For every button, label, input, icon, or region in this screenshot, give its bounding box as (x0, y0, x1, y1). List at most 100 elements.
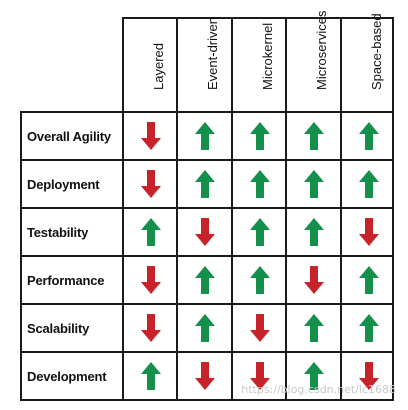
arrow-down-shape (359, 218, 379, 246)
arrow-up-shape (359, 314, 379, 342)
column-divider (231, 17, 233, 401)
column-divider (122, 17, 124, 401)
column-divider (285, 17, 287, 401)
arrow-up-icon (195, 314, 215, 342)
arrow-up-shape (195, 314, 215, 342)
arrow-down-shape (250, 314, 270, 342)
arrow-up-icon (250, 266, 270, 294)
arrow-up-shape (304, 362, 324, 390)
arrow-up-shape (195, 170, 215, 198)
rating-cell (123, 304, 179, 352)
rating-cell (232, 256, 288, 304)
column-header-label: Layered (151, 43, 166, 90)
rating-cell (123, 352, 179, 400)
arrow-up-icon (359, 170, 379, 198)
arrow-up-icon (304, 218, 324, 246)
arrow-up-shape (304, 122, 324, 150)
rating-cell (123, 208, 179, 256)
rating-cell (341, 304, 397, 352)
arrow-down-shape (250, 362, 270, 390)
column-header-microkernel: Microkernel (232, 17, 288, 113)
arrow-down-icon (141, 170, 161, 198)
rating-cell (341, 352, 397, 400)
row-divider (20, 351, 394, 353)
row-label-testability: Testability (27, 224, 89, 240)
arrow-down-shape (141, 314, 161, 342)
rating-cell (286, 208, 342, 256)
rating-cell (177, 208, 233, 256)
arrow-up-shape (195, 266, 215, 294)
rating-cell (177, 352, 233, 400)
column-header-label: Space-based (369, 13, 384, 90)
arrow-up-shape (304, 170, 324, 198)
rating-cell (123, 160, 179, 208)
arrow-up-shape (250, 122, 270, 150)
arrow-up-icon (250, 170, 270, 198)
rating-cell (177, 160, 233, 208)
arrow-up-shape (141, 362, 161, 390)
column-header-event-driven: Event-driven (177, 17, 233, 113)
rating-cell (286, 160, 342, 208)
column-divider (340, 17, 342, 401)
arrow-up-icon (250, 122, 270, 150)
row-label-scalability: Scalability (27, 320, 90, 336)
arrow-up-shape (250, 170, 270, 198)
arrow-up-shape (250, 266, 270, 294)
arrow-up-icon (359, 266, 379, 294)
arrow-up-icon (141, 218, 161, 246)
rating-cell (341, 256, 397, 304)
arrow-up-icon (304, 314, 324, 342)
arrow-up-icon (359, 122, 379, 150)
arrow-up-shape (304, 218, 324, 246)
arrow-down-shape (304, 266, 324, 294)
arrow-down-shape (141, 170, 161, 198)
arrow-down-icon (304, 266, 324, 294)
arrow-down-icon (141, 122, 161, 150)
rating-cell (232, 112, 288, 160)
column-header-label: Event-driven (205, 17, 220, 90)
arrow-down-icon (250, 362, 270, 390)
rating-cell (177, 256, 233, 304)
column-header-layered: Layered (123, 17, 179, 113)
watermark: https://blog.csdn.net/lc1688 (241, 383, 396, 396)
column-header-label: Microservices (314, 10, 329, 90)
row-label-deployment: Deployment (27, 176, 100, 192)
arrow-up-icon (195, 122, 215, 150)
arrow-up-icon (304, 362, 324, 390)
row-label-development: Development (27, 368, 107, 384)
arrow-up-shape (195, 122, 215, 150)
arrow-up-icon (304, 122, 324, 150)
arrow-up-icon (359, 314, 379, 342)
arrow-down-icon (250, 314, 270, 342)
arrow-up-shape (250, 218, 270, 246)
arrow-up-icon (195, 266, 215, 294)
arrow-down-icon (141, 314, 161, 342)
row-label-overall-agility: Overall Agility (27, 128, 111, 144)
row-divider (20, 207, 394, 209)
arrow-down-shape (195, 362, 215, 390)
column-header-space-based: Space-based (341, 13, 397, 113)
arrow-up-shape (304, 314, 324, 342)
rating-cell (123, 256, 179, 304)
row-divider (20, 303, 394, 305)
rating-cell (286, 304, 342, 352)
arrow-up-shape (359, 266, 379, 294)
rating-cell (286, 352, 342, 400)
arrow-up-icon (250, 218, 270, 246)
row-label-performance: Performance (27, 272, 105, 288)
arrow-down-icon (195, 362, 215, 390)
rating-cell (341, 160, 397, 208)
arrow-down-shape (141, 122, 161, 150)
rating-cell (177, 112, 233, 160)
arrow-up-shape (359, 170, 379, 198)
arrow-up-icon (195, 170, 215, 198)
arrow-down-icon (195, 218, 215, 246)
column-header-label: Microkernel (260, 22, 275, 90)
arrow-down-shape (195, 218, 215, 246)
arrow-down-shape (141, 266, 161, 294)
arrow-down-icon (359, 218, 379, 246)
arrow-down-icon (141, 266, 161, 294)
column-divider (176, 17, 178, 401)
arrow-up-shape (359, 122, 379, 150)
